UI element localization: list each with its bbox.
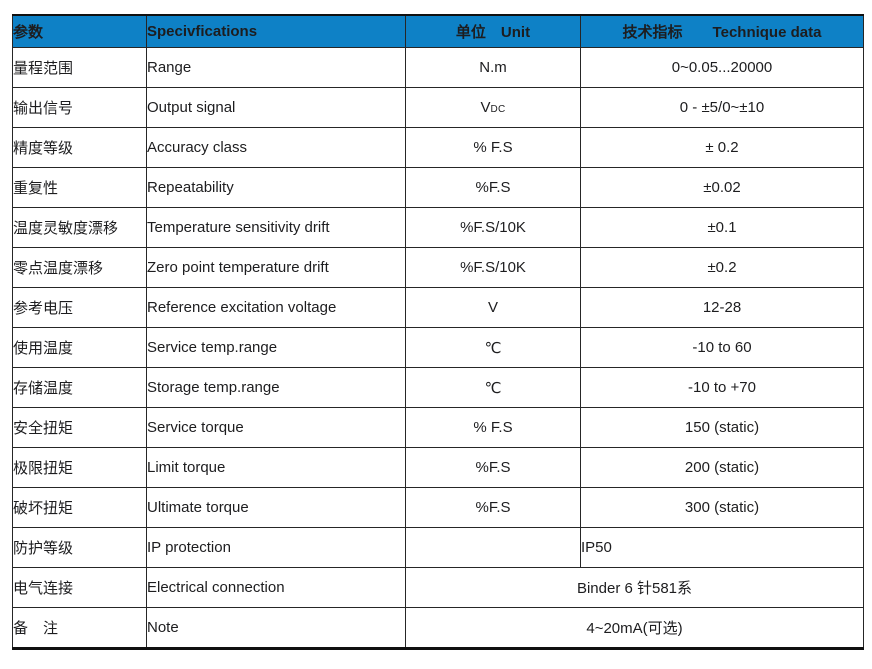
unit-text: ℃ (484, 379, 502, 397)
specifications-table: 参数 Specivfications 单位 Unit 技术指标 Techniqu… (12, 14, 864, 650)
param-en: Range (146, 47, 406, 88)
header-unit: 单位 Unit (405, 14, 581, 48)
param-en: Output signal (146, 87, 406, 128)
table-header: 参数 Specivfications 单位 Unit 技术指标 Techniqu… (12, 14, 864, 48)
table-row-service-temp: 使用温度 Service temp.range ℃ -10 to 60 (12, 327, 864, 368)
table-row-repeatability: 重复性 Repeatability %F.S ±0.02 (12, 167, 864, 208)
table-row-reference-voltage: 参考电压 Reference excitation voltage V 12-2… (12, 287, 864, 328)
value-cell: IP50 (580, 527, 864, 568)
table-row-electrical-connection: 电气连接 Electrical connection Binder 6 针581… (12, 567, 864, 608)
param-en: Limit torque (146, 447, 406, 488)
param-en: Repeatability (146, 167, 406, 208)
param-en: Reference excitation voltage (146, 287, 406, 328)
param-zh: 破坏扭矩 (12, 487, 147, 528)
header-specifications: Specivfications (146, 14, 406, 48)
table-row-range: 量程范围 Range N.m 0~0.05...20000 (12, 47, 864, 88)
unit-text: %F.S/10K (460, 259, 526, 276)
unit-text: %F.S (475, 179, 511, 196)
param-zh: 重复性 (12, 167, 147, 208)
value-cell: 0 - ±5/0~±10 (580, 87, 864, 128)
unit-text: N.m (479, 59, 507, 76)
value-cell: -10 to 60 (580, 327, 864, 368)
unit-cell: V (405, 287, 581, 328)
param-en: IP protection (146, 527, 406, 568)
table-row-temp-sensitivity-drift: 温度灵敏度漂移 Temperature sensitivity drift %F… (12, 207, 864, 248)
param-en: Temperature sensitivity drift (146, 207, 406, 248)
param-en: Note (146, 607, 406, 649)
param-zh: 极限扭矩 (12, 447, 147, 488)
unit-cell: %F.S (405, 447, 581, 488)
table-row-output-signal: 输出信号 Output signal VDC 0 - ±5/0~±10 (12, 87, 864, 128)
unit-cell: %F.S/10K (405, 207, 581, 248)
value-cell: ±0.2 (580, 247, 864, 288)
unit-cell (405, 527, 581, 568)
param-en: Storage temp.range (146, 367, 406, 408)
value-cell: 300 (static) (580, 487, 864, 528)
value-cell: ±0.02 (580, 167, 864, 208)
value-cell: ±0.1 (580, 207, 864, 248)
value-cell: ± 0.2 (580, 127, 864, 168)
unit-cell: %F.S (405, 487, 581, 528)
param-en: Ultimate torque (146, 487, 406, 528)
unit-text: % F.S (473, 139, 513, 156)
unit-text: V (480, 99, 491, 116)
unit-text: ℃ (484, 339, 502, 357)
unit-cell: N.m (405, 47, 581, 88)
header-technique-zh: 技术指标 (622, 24, 683, 41)
unit-text: V (487, 299, 498, 316)
param-zh: 精度等级 (12, 127, 147, 168)
table-row-zero-point-drift: 零点温度漂移 Zero point temperature drift %F.S… (12, 247, 864, 288)
table-row-service-torque: 安全扭矩 Service torque % F.S 150 (static) (12, 407, 864, 448)
header-unit-zh: 单位 (455, 24, 486, 41)
unit-cell: % F.S (405, 127, 581, 168)
param-zh: 使用温度 (12, 327, 147, 368)
unit-cell: %F.S (405, 167, 581, 208)
param-zh: 安全扭矩 (12, 407, 147, 448)
table-row-note: 备 注 Note 4~20mA(可选) (12, 607, 864, 649)
header-parameter-zh: 参数 (12, 14, 147, 48)
merged-value-cell: 4~20mA(可选) (405, 607, 864, 649)
value-cell: 150 (static) (580, 407, 864, 448)
header-technique-data: 技术指标 Technique data (580, 14, 864, 48)
param-zh: 输出信号 (12, 87, 147, 128)
param-en: Service temp.range (146, 327, 406, 368)
table-body: 量程范围 Range N.m 0~0.05...20000 输出信号 Outpu… (12, 47, 864, 649)
unit-text: %F.S (475, 459, 511, 476)
unit-text: %F.S/10K (460, 219, 526, 236)
unit-cell: ℃ (405, 367, 581, 408)
param-zh: 电气连接 (12, 567, 147, 608)
param-zh: 存储温度 (12, 367, 147, 408)
param-zh: 备 注 (12, 607, 147, 649)
value-cell: 0~0.05...20000 (580, 47, 864, 88)
param-en: Zero point temperature drift (146, 247, 406, 288)
unit-cell: % F.S (405, 407, 581, 448)
param-en: Electrical connection (146, 567, 406, 608)
param-zh: 防护等级 (12, 527, 147, 568)
unit-text: %F.S (475, 499, 511, 516)
table-row-accuracy-class: 精度等级 Accuracy class % F.S ± 0.2 (12, 127, 864, 168)
value-cell: 12-28 (580, 287, 864, 328)
value-cell: -10 to +70 (580, 367, 864, 408)
header-unit-en: Unit (500, 24, 531, 41)
table-row-ultimate-torque: 破坏扭矩 Ultimate torque %F.S 300 (static) (12, 487, 864, 528)
header-row: 参数 Specivfications 单位 Unit 技术指标 Techniqu… (12, 14, 864, 48)
param-zh: 温度灵敏度漂移 (12, 207, 147, 248)
unit-subscript: DC (490, 104, 506, 115)
unit-cell: %F.S/10K (405, 247, 581, 288)
param-en: Accuracy class (146, 127, 406, 168)
param-zh: 参考电压 (12, 287, 147, 328)
param-zh: 零点温度漂移 (12, 247, 147, 288)
table-row-limit-torque: 极限扭矩 Limit torque %F.S 200 (static) (12, 447, 864, 488)
param-zh: 量程范围 (12, 47, 147, 88)
table-row-storage-temp: 存储温度 Storage temp.range ℃ -10 to +70 (12, 367, 864, 408)
unit-cell: VDC (405, 87, 581, 128)
table-row-ip-protection: 防护等级 IP protection IP50 (12, 527, 864, 568)
param-en: Service torque (146, 407, 406, 448)
unit-cell: ℃ (405, 327, 581, 368)
value-cell: 200 (static) (580, 447, 864, 488)
unit-text: % F.S (473, 419, 513, 436)
header-technique-en: Technique data (712, 24, 822, 41)
merged-value-cell: Binder 6 针581系 (405, 567, 864, 608)
